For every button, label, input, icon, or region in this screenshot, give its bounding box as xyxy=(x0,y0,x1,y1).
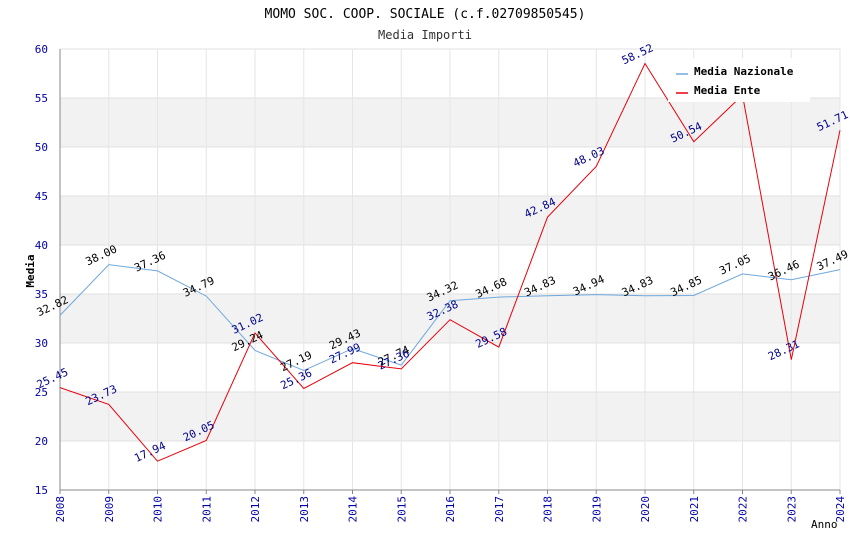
legend-label: Media Ente xyxy=(694,84,761,97)
legend: Media Nazionale Media Ente xyxy=(668,58,810,102)
y-tick-label: 50 xyxy=(35,141,48,154)
y-tick-label: 20 xyxy=(35,435,48,448)
x-tick-label: 2024 xyxy=(834,496,847,523)
x-tick-label: 2020 xyxy=(639,496,652,523)
x-tick-label: 2014 xyxy=(347,496,360,523)
chart-title: MOMO SOC. COOP. SOCIALE (c.f.02709850545… xyxy=(265,7,586,22)
x-axis-label: Anno xyxy=(811,518,838,531)
x-tick-label: 2019 xyxy=(590,496,603,523)
x-tick-label: 2015 xyxy=(395,496,408,523)
x-tick-label: 2009 xyxy=(103,496,116,523)
series-line-1 xyxy=(59,62,841,462)
series-line-0 xyxy=(59,264,841,372)
y-axis-label: Media xyxy=(24,254,37,287)
chart-subtitle: Media Importi xyxy=(378,28,472,42)
x-tick-label: 2023 xyxy=(785,496,798,523)
y-tick-label: 30 xyxy=(35,337,48,350)
y-tick-label: 15 xyxy=(35,484,48,497)
legend-box xyxy=(668,58,810,102)
x-tick-label: 2017 xyxy=(493,496,506,523)
x-tick-label: 2010 xyxy=(152,496,165,523)
tick-labels: 15 20 25 30 35 40 45 50 55 60 2008 2009 2010 2011 2012… xyxy=(35,43,847,523)
legend-label: Media Nazionale xyxy=(694,65,794,78)
x-tick-label: 2011 xyxy=(200,496,213,523)
y-tick-label: 55 xyxy=(35,92,48,105)
x-tick-label: 2008 xyxy=(54,496,67,523)
y-tick-label: 60 xyxy=(35,43,48,56)
x-tick-label: 2013 xyxy=(298,496,311,523)
y-tick-label: 25 xyxy=(35,386,48,399)
series-lines xyxy=(59,62,841,462)
axes xyxy=(59,49,841,494)
y-tick-label: 35 xyxy=(35,288,48,301)
x-tick-label: 2012 xyxy=(249,496,262,523)
x-tick-label: 2021 xyxy=(688,496,701,523)
y-tick-label: 40 xyxy=(35,239,48,252)
x-tick-label: 2016 xyxy=(444,496,457,523)
x-tick-label: 2022 xyxy=(737,496,750,523)
y-tick-label: 45 xyxy=(35,190,48,203)
x-tick-label: 2018 xyxy=(542,496,555,523)
